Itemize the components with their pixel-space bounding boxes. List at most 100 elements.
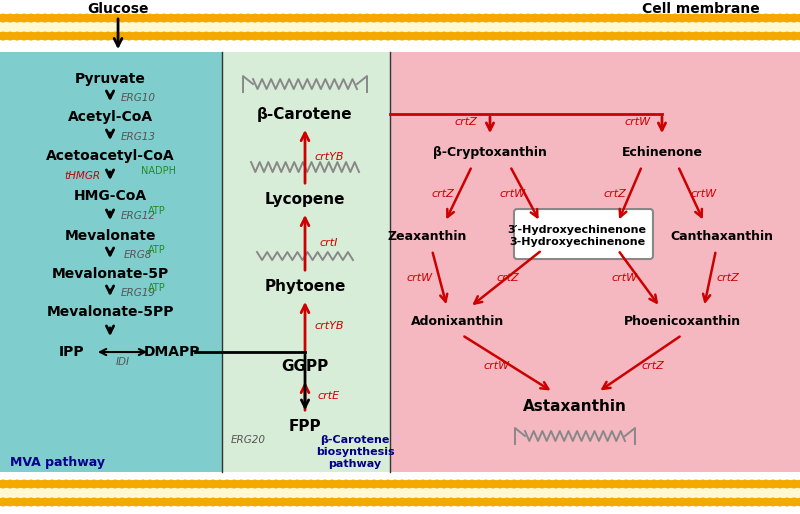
Circle shape (300, 14, 308, 22)
Circle shape (370, 32, 378, 40)
Circle shape (496, 32, 504, 40)
Circle shape (664, 32, 672, 40)
Circle shape (182, 14, 189, 22)
Circle shape (671, 480, 678, 488)
Text: ERG13: ERG13 (121, 132, 155, 141)
Circle shape (27, 32, 35, 40)
Circle shape (531, 480, 538, 488)
Circle shape (62, 480, 70, 488)
Text: IPP: IPP (59, 345, 85, 359)
Circle shape (238, 32, 245, 40)
FancyBboxPatch shape (514, 209, 653, 259)
Circle shape (216, 498, 224, 506)
Circle shape (552, 32, 560, 40)
Circle shape (594, 32, 602, 40)
Circle shape (566, 14, 574, 22)
Circle shape (6, 32, 14, 40)
Circle shape (657, 14, 665, 22)
Circle shape (266, 498, 273, 506)
Circle shape (643, 32, 650, 40)
Circle shape (797, 14, 800, 22)
Text: ERG20: ERG20 (230, 435, 266, 445)
Circle shape (294, 480, 301, 488)
Text: Echinenone: Echinenone (622, 145, 702, 158)
Circle shape (783, 480, 790, 488)
Circle shape (587, 32, 594, 40)
Circle shape (713, 498, 721, 506)
Circle shape (489, 498, 497, 506)
Text: crtZ: crtZ (642, 361, 664, 371)
Circle shape (188, 498, 196, 506)
Circle shape (20, 32, 28, 40)
Circle shape (496, 498, 504, 506)
Circle shape (210, 480, 217, 488)
Circle shape (433, 498, 441, 506)
Circle shape (503, 480, 510, 488)
Circle shape (27, 480, 35, 488)
Circle shape (238, 14, 245, 22)
Circle shape (223, 498, 231, 506)
Circle shape (6, 480, 14, 488)
Circle shape (300, 32, 308, 40)
Text: crtW: crtW (407, 273, 433, 283)
Circle shape (6, 14, 14, 22)
Text: IDI: IDI (116, 357, 130, 367)
Circle shape (244, 480, 252, 488)
Text: crtW: crtW (612, 273, 638, 283)
Circle shape (146, 14, 154, 22)
Bar (0, 22, 800, 32)
Circle shape (524, 14, 532, 22)
Circle shape (83, 498, 91, 506)
Circle shape (461, 14, 469, 22)
Circle shape (55, 480, 63, 488)
Circle shape (601, 32, 609, 40)
Circle shape (48, 498, 56, 506)
Text: crtZ: crtZ (497, 273, 519, 283)
Circle shape (531, 14, 538, 22)
Circle shape (314, 480, 322, 488)
Circle shape (489, 14, 497, 22)
Circle shape (76, 498, 84, 506)
Circle shape (636, 480, 644, 488)
Circle shape (762, 498, 770, 506)
Circle shape (706, 32, 714, 40)
Circle shape (230, 32, 238, 40)
Circle shape (307, 498, 315, 506)
Circle shape (378, 32, 385, 40)
Circle shape (510, 498, 518, 506)
Circle shape (622, 480, 630, 488)
Circle shape (202, 14, 210, 22)
Circle shape (629, 498, 637, 506)
Circle shape (517, 32, 525, 40)
Circle shape (713, 14, 721, 22)
Circle shape (762, 32, 770, 40)
Circle shape (34, 32, 42, 40)
Text: Phytoene: Phytoene (264, 279, 346, 293)
Circle shape (650, 480, 658, 488)
Circle shape (363, 498, 371, 506)
Circle shape (727, 480, 734, 488)
Circle shape (272, 480, 280, 488)
Circle shape (643, 14, 650, 22)
Text: GGPP: GGPP (282, 359, 329, 374)
Circle shape (650, 32, 658, 40)
Circle shape (350, 498, 357, 506)
Circle shape (48, 32, 56, 40)
Circle shape (328, 498, 336, 506)
Circle shape (790, 32, 798, 40)
Circle shape (55, 32, 63, 40)
Circle shape (111, 14, 119, 22)
Bar (0, 14, 800, 22)
Circle shape (300, 480, 308, 488)
Circle shape (118, 32, 126, 40)
Circle shape (461, 498, 469, 506)
Circle shape (244, 32, 252, 40)
Circle shape (783, 32, 790, 40)
Circle shape (510, 14, 518, 22)
Circle shape (776, 498, 784, 506)
Circle shape (342, 480, 350, 488)
Circle shape (790, 480, 798, 488)
Circle shape (517, 498, 525, 506)
Text: ATP: ATP (148, 283, 166, 293)
Circle shape (391, 480, 399, 488)
